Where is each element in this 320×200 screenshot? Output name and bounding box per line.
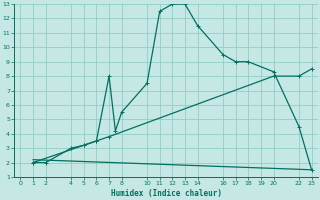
X-axis label: Humidex (Indice chaleur): Humidex (Indice chaleur) (110, 189, 221, 198)
